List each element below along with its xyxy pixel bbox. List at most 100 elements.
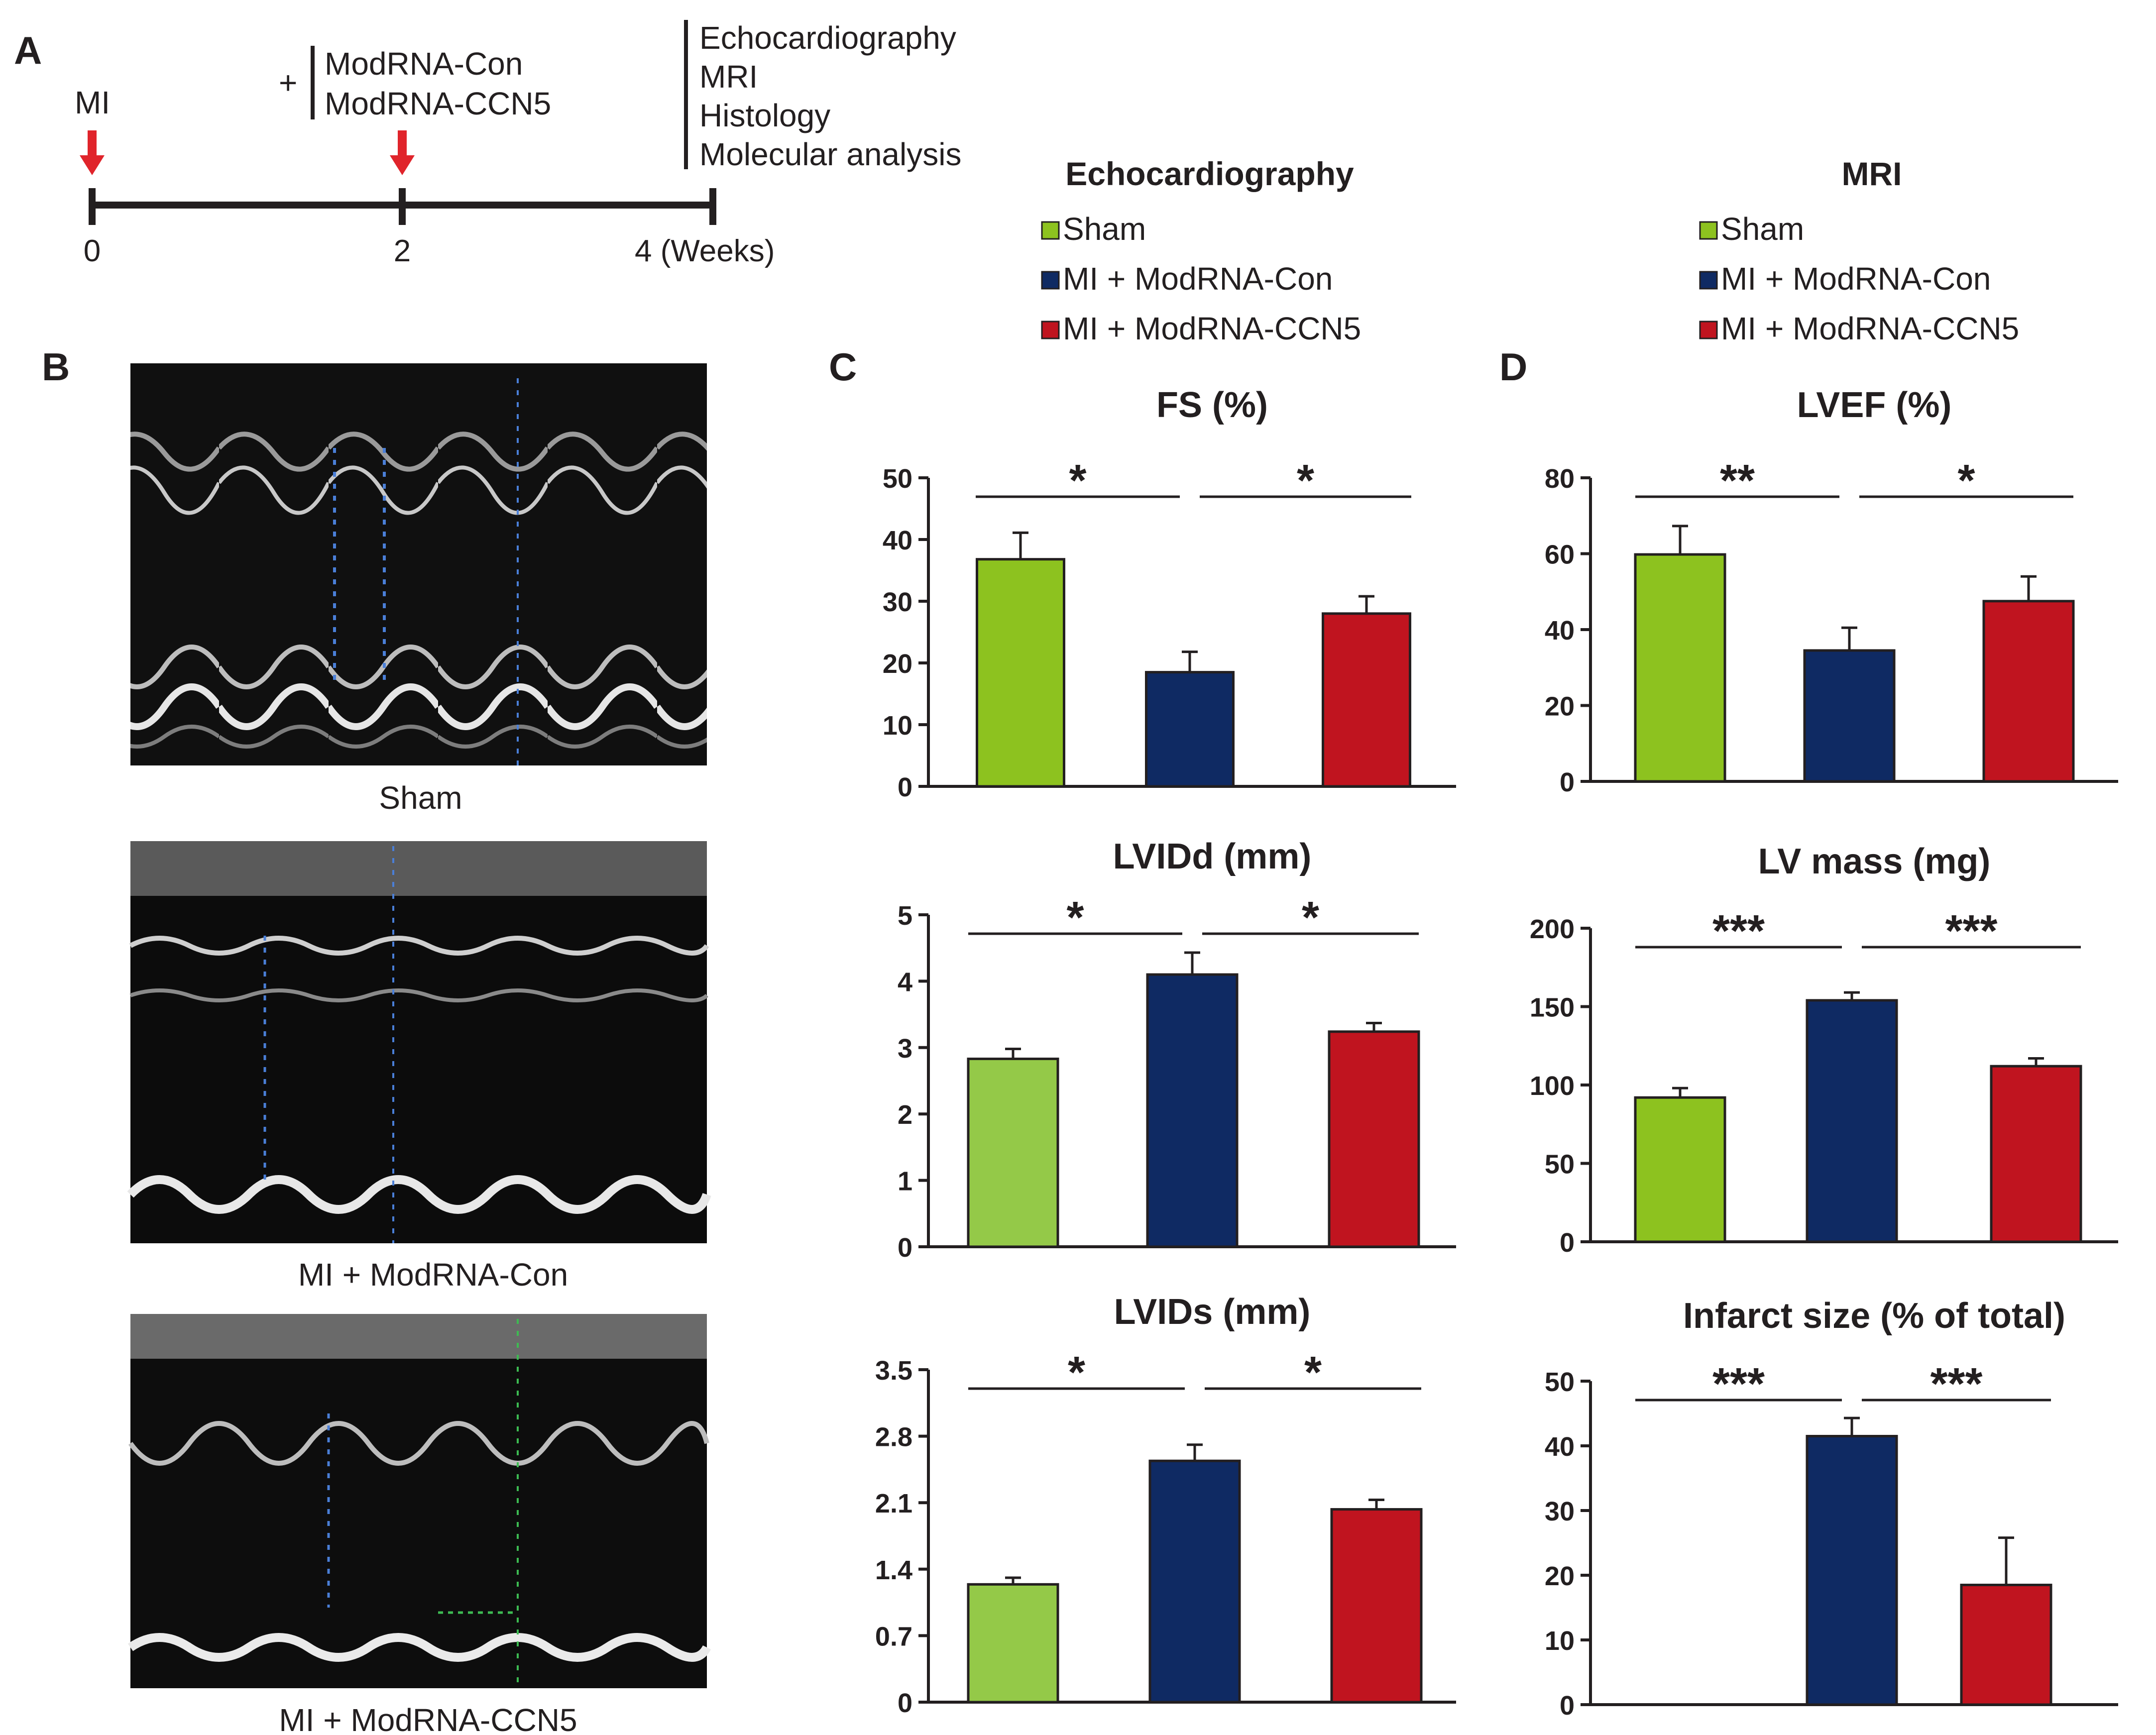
chart-title: Infarct size (% of total) [1683,1296,2065,1336]
y-tick-label: 4 [898,967,912,997]
legend-echo-swatch-sham [1041,221,1060,240]
bar-modrna-con [1145,671,1235,788]
significance-mark: * [1297,456,1314,506]
y-tick-label: 2.1 [875,1489,912,1518]
chart-title: LVEF (%) [1797,385,1952,425]
legend-mri-title: MRI [1842,155,1902,192]
chart-title: LVIDs (mm) [1114,1292,1311,1332]
echo-image-con [127,841,711,1243]
y-tick-label: 50 [883,464,912,494]
bar-modrna-ccn5 [1328,1030,1420,1248]
y-tick-label: 0.7 [875,1622,912,1651]
bar-modrna-ccn5 [1982,600,2075,783]
bar-modrna-ccn5 [1322,612,1411,788]
y-tick-label: 0 [898,772,912,802]
bar-sham [967,1057,1059,1248]
legend-mri-con: MI + ModRNA-Con [1721,261,1991,297]
chart-lvids: LVIDs (mm) 0 0.7 1.4 2.1 2.8 3.5 * * [875,1292,1456,1718]
y-tick-label: 20 [1545,692,1575,722]
chart-infarct: Infarct size (% of total) 0 10 20 30 40 50 *** *… [1545,1296,2118,1721]
bar-modrna-con [1146,973,1239,1248]
y-tick-label: 40 [1545,1432,1575,1462]
y-tick-label: 0 [1560,767,1575,797]
y-tick-label: 50 [1545,1367,1575,1397]
y-tick-label: 2 [898,1100,912,1130]
timeline-label-4: 4 (Weeks) [635,234,775,268]
y-tick-label: 2.8 [875,1422,912,1452]
bar-modrna-ccn5 [1990,1065,2082,1243]
timeline-label-2: 2 [394,234,411,268]
bar-modrna-con [1806,999,1898,1243]
y-tick-label: 50 [1545,1150,1575,1180]
y-tick-label: 40 [883,526,912,555]
significance-mark: * [1302,893,1319,943]
significance-mark: * [1069,456,1086,506]
panel-label-a: A [14,28,42,72]
timeline-mi-label: MI [75,85,110,120]
significance-mark: *** [1930,1359,1982,1409]
y-tick-label: 20 [883,649,912,679]
analysis-echo: Echocardiography [699,20,956,56]
chart-lvidd: LVIDd (mm) 0 1 2 3 4 5 * * [898,837,1456,1263]
significance-mark: * [1957,456,1975,506]
y-tick-label: 150 [1530,993,1575,1023]
y-tick-label: 30 [1545,1497,1575,1526]
significance-mark: ** [1720,456,1755,506]
chart-lvmass: LV mass (mg) 0 50 100 150 200 *** *** [1530,842,2118,1258]
y-tick-label: 1 [898,1167,912,1196]
significance-mark: * [1068,1348,1085,1398]
y-tick-label: 5 [898,901,912,931]
bar-modrna-con [1803,649,1896,783]
analysis-mri: MRI [699,59,758,95]
y-tick-label: 3 [898,1034,912,1064]
timeline: MI + ModRNA-Con ModRNA-CCN5 0 2 4 (Weeks… [75,20,961,268]
y-tick-label: 0 [898,1688,912,1718]
mi-arrow-icon [80,130,105,175]
bar-sham [1634,1096,1726,1243]
legend-mri-ccn5: MI + ModRNA-CCN5 [1721,311,2019,346]
legend-echo: Echocardiography Sham MI + ModRNA-Con MI… [1041,155,1361,346]
timeline-label-0: 0 [84,234,101,268]
bar-sham [976,558,1065,788]
y-tick-label: 100 [1530,1071,1575,1101]
chart-fs: FS (%) 0 10 20 30 40 50 * * [883,385,1456,802]
legend-mri: MRI Sham MI + ModRNA-Con MI + ModRNA-CCN… [1699,155,2019,346]
echo-caption-sham: Sham [379,780,462,816]
significance-mark: * [1066,893,1084,943]
y-tick-label: 0 [1560,1691,1575,1721]
legend-echo-ccn5: MI + ModRNA-CCN5 [1063,311,1361,346]
legend-mri-swatch-sham [1699,221,1718,240]
treatment-ccn5: ModRNA-CCN5 [325,86,551,121]
legend-mri-swatch-ccn5 [1699,321,1718,339]
y-tick-label: 0 [1560,1228,1575,1258]
timeline-plus: + [279,65,297,101]
panel-label-d: D [1499,345,1527,389]
significance-mark: *** [1712,1359,1765,1409]
y-tick-label: 10 [1545,1626,1575,1656]
analysis-molecular: Molecular analysis [699,136,961,172]
bar-modrna-ccn5 [1330,1508,1423,1704]
panel-label-c: C [829,345,857,389]
legend-mri-swatch-con [1699,271,1718,290]
legend-mri-sham: Sham [1721,211,1804,247]
y-tick-label: 60 [1545,540,1575,570]
y-tick-label: 30 [883,587,912,617]
legend-echo-swatch-con [1041,271,1060,290]
y-tick-label: 1.4 [875,1555,912,1585]
echo-caption-con: MI + ModRNA-Con [298,1257,568,1293]
chart-title: FS (%) [1156,385,1268,425]
y-tick-label: 0 [898,1233,912,1263]
y-tick-label: 20 [1545,1561,1575,1591]
y-tick-label: 3.5 [875,1356,912,1386]
y-tick-label: 200 [1530,914,1575,944]
y-tick-label: 40 [1545,616,1575,646]
treatment-con: ModRNA-Con [325,46,523,82]
echo-image-sham [130,363,707,765]
legend-echo-con: MI + ModRNA-Con [1063,261,1333,297]
chart-title: LV mass (mg) [1758,842,1991,881]
chart-title: LVIDd (mm) [1113,837,1312,876]
y-tick-label: 80 [1545,464,1575,494]
significance-mark: *** [1945,906,1997,956]
